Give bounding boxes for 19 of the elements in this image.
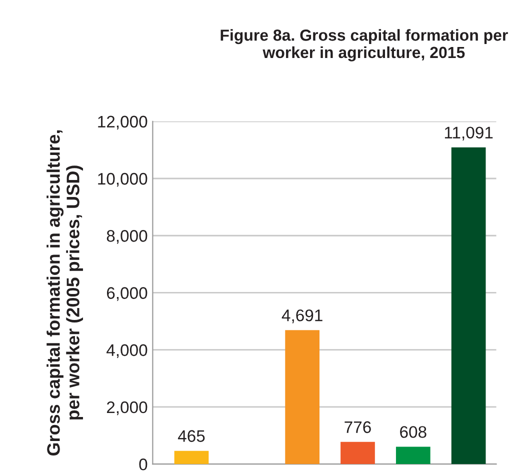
- y-axis-title: Gross capital formation in agriculture, per worker (2005 prices, USD): [46, 130, 83, 456]
- data-label: 4,691: [282, 309, 322, 324]
- y-tick-label: 4,000: [106, 344, 148, 358]
- data-label: 465: [178, 430, 205, 442]
- data-label: 11,091: [444, 126, 493, 140]
- chart-title: Figure 8a. Gross capital formation per worker in agriculture, 2015: [220, 29, 508, 62]
- y-tick-label: 10,000: [98, 172, 148, 187]
- data-label: 776: [344, 421, 371, 434]
- y-tick-label: 0: [139, 458, 148, 470]
- y-tick-label: 8,000: [106, 230, 148, 244]
- bar: [396, 446, 430, 464]
- bar: [285, 330, 320, 464]
- data-label: 608: [400, 426, 426, 438]
- y-tick-label: 2,000: [106, 401, 148, 416]
- bar: [451, 147, 486, 464]
- bar: [340, 442, 375, 464]
- y-tick-label: 12,000: [98, 116, 148, 130]
- y-tick-label: 6,000: [106, 287, 148, 301]
- bar: [174, 450, 209, 464]
